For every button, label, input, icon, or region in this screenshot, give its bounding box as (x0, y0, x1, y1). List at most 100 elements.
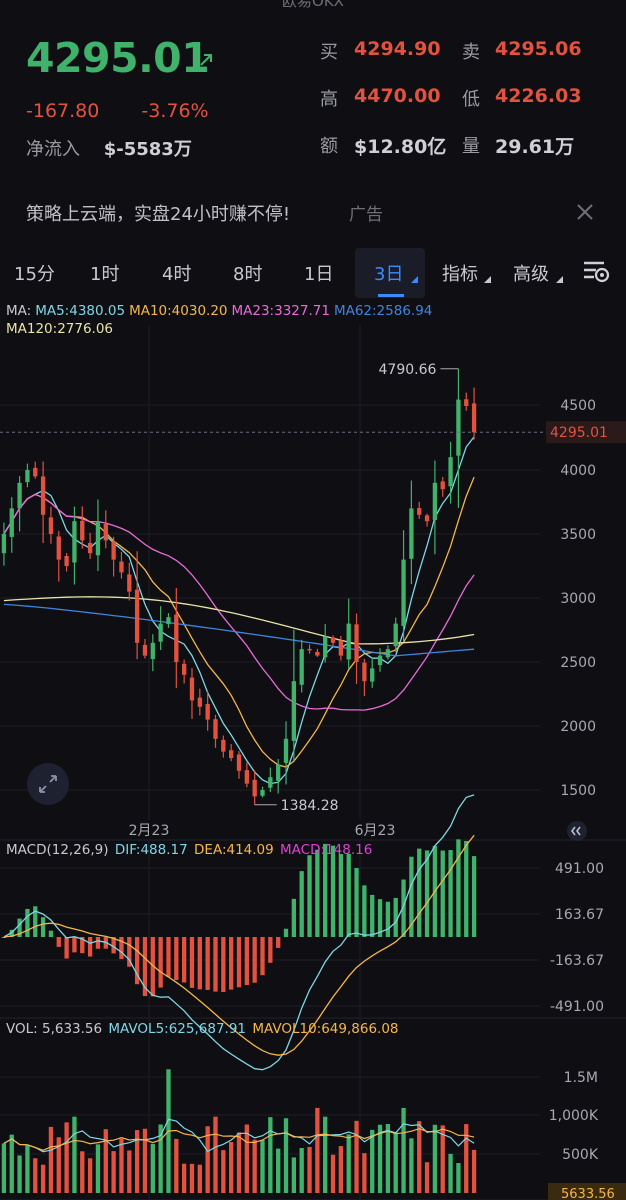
volume-bar (64, 1122, 69, 1193)
netflow-label: 净流入 (26, 139, 80, 160)
macd-bar (166, 937, 171, 977)
macd-bar (385, 901, 391, 937)
macd-bar (283, 928, 289, 937)
price-axis-label: 3000 (560, 591, 596, 607)
candle-body (142, 644, 148, 656)
macd-bar (127, 937, 132, 967)
candle-body (127, 574, 132, 592)
volume-bar (338, 1146, 344, 1193)
macd-bar (150, 937, 155, 997)
price-axis-label: 4500 (560, 398, 596, 414)
candle-body (25, 470, 30, 483)
volume-bar (80, 1151, 85, 1193)
volume-bar (283, 1118, 289, 1193)
quote-row-amount-volume: 额 $12.80亿 量 29.61万 (320, 132, 620, 179)
tab-1d[interactable]: 1日 (304, 264, 334, 285)
close-icon[interactable] (574, 201, 596, 223)
macd-axis-label: -491.00 (550, 999, 604, 1015)
volume-bar (346, 1134, 351, 1193)
macd-axis-label: 491.00 (555, 861, 604, 877)
volume-current-tag: 5633.56 (561, 1187, 615, 1200)
low-label: 低 (462, 89, 480, 110)
candle-body (401, 559, 406, 627)
volume-bar (299, 1147, 304, 1193)
candle-body (260, 790, 265, 796)
volume-bar (17, 1155, 22, 1193)
ad-tag: 广告 (349, 205, 383, 225)
macd-bar (119, 937, 124, 960)
macd-bar (409, 856, 414, 937)
candle-body (252, 779, 257, 797)
expand-icon[interactable] (26, 762, 70, 806)
price-axis-label: 2000 (560, 719, 596, 735)
macd-bar (221, 937, 226, 992)
ma-legend: MA: MA5:4380.05 MA10:4030.20 MA23:3327.71 MA… (6, 302, 616, 338)
macd-bar (205, 937, 210, 990)
candle-body (417, 508, 422, 515)
quote-grid: 买 4294.90 卖 4295.06 高 4470.00 低 4226.03 … (320, 38, 620, 179)
macd-bar (448, 850, 453, 937)
chart-settings-icon[interactable] (582, 258, 610, 284)
mavol10-value: MAVOL10:649,866.08 (252, 1021, 399, 1037)
date-axis-label: 6月23 (355, 823, 396, 839)
dea-value: DEA:414.09 (194, 842, 274, 858)
macd-bar (64, 937, 69, 959)
collapse-icon[interactable] (566, 820, 588, 842)
macd-bar (276, 937, 281, 948)
candle-body (33, 467, 38, 477)
macd-bar (17, 918, 22, 937)
current-price-tag-bg (546, 421, 626, 444)
candle-body (197, 697, 202, 707)
tab-indicators[interactable]: 指标 (442, 264, 478, 285)
volume-bar (56, 1137, 61, 1193)
volume-bar (236, 1132, 242, 1193)
macd-bar (252, 937, 257, 983)
macd-bar (40, 917, 46, 937)
ma62-line (3, 603, 475, 657)
macd-bar (80, 937, 85, 954)
date-axis-label: 2月23 (129, 823, 170, 839)
candle-body (17, 482, 22, 509)
tab-4h[interactable]: 4时 (162, 264, 192, 285)
volume-bar (456, 1163, 461, 1193)
tab-8h[interactable]: 8时 (233, 264, 263, 285)
volume-bar (72, 1116, 77, 1193)
volume-axis-label: 1,000K (549, 1108, 599, 1124)
volume-bar (252, 1139, 257, 1193)
candle-body (181, 663, 187, 675)
candle-body (299, 649, 304, 685)
macd-axis-label: -163.67 (550, 953, 604, 969)
ad-banner[interactable]: 策略上云端，实盘24小时赚不停! 广告 (0, 186, 626, 238)
tab-15m[interactable]: 15分 (14, 264, 55, 285)
ask-value: 4295.06 (495, 38, 582, 60)
last-price: 4295.01 (26, 34, 210, 82)
candle-body (456, 399, 461, 456)
tab-indicators-dropdown-icon (484, 276, 491, 283)
candle-body (103, 523, 108, 541)
candle-body (283, 738, 289, 763)
tab-3d[interactable]: 3日 (374, 264, 404, 285)
candle-body (338, 640, 344, 656)
volume-bar (9, 1134, 14, 1193)
ad-text[interactable]: 策略上云端，实盘24小时赚不停! (26, 204, 291, 225)
macd-params: MACD(12,26,9) (6, 842, 109, 858)
volume-bar (307, 1146, 312, 1193)
volume-bar (229, 1141, 234, 1193)
macd-bar (456, 839, 461, 937)
up-arrow-icon (200, 54, 212, 66)
dea-line (3, 834, 475, 1056)
volume-bar (464, 1124, 469, 1193)
netflow-value: $-5583万 (103, 139, 192, 160)
volume-bar (315, 1107, 320, 1193)
volume-bar (260, 1139, 265, 1193)
volume-bar (87, 1158, 93, 1193)
tab-1h[interactable]: 1时 (90, 264, 120, 285)
volume-current-tag-bg (548, 1183, 626, 1200)
candle-body (189, 677, 195, 701)
tab-advanced[interactable]: 高级 (513, 264, 549, 285)
candle-body (87, 542, 93, 554)
volume-bar (471, 1149, 477, 1193)
volume-label: 量 (462, 136, 480, 157)
volume-bar (174, 1138, 179, 1193)
